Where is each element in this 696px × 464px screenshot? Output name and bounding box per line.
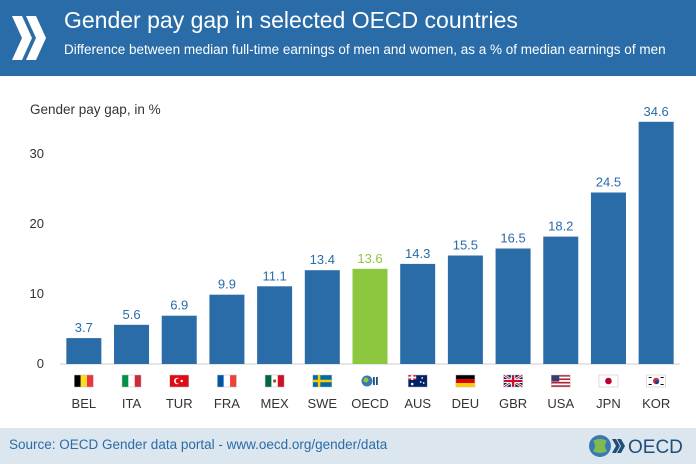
- data-label-oecd: 13.6: [357, 251, 382, 266]
- x-tick-label-jpn: JPN: [596, 396, 621, 411]
- x-tick-label-ita: ITA: [122, 396, 142, 411]
- data-label-bel: 3.7: [75, 320, 93, 335]
- x-tick-label-deu: DEU: [452, 396, 479, 411]
- bar-oecd: [352, 268, 388, 364]
- bar-tur: [161, 315, 197, 364]
- bar-mex: [257, 286, 293, 364]
- y-axis-title: Gender pay gap, in %: [30, 102, 161, 117]
- data-label-deu: 15.5: [453, 238, 478, 253]
- y-tick-label: 10: [30, 286, 44, 301]
- header-banner: Gender pay gap in selected OECD countrie…: [0, 0, 696, 76]
- chart-area: Gender pay gap, in % 0 10 20 30 3.7 BEL 5.6 ITA 6…: [0, 76, 696, 428]
- data-label-kor: 34.6: [643, 104, 668, 119]
- bar-fra: [209, 294, 245, 364]
- bar-gbr: [495, 248, 531, 364]
- korea-flag-icon: [646, 374, 666, 388]
- belgium-flag-icon: [74, 374, 94, 388]
- usa-flag-icon: [551, 374, 571, 388]
- x-tick-label-fra: FRA: [214, 396, 240, 411]
- bar-kor: [638, 121, 674, 364]
- oecd-brand-logo: OECD: [589, 435, 683, 458]
- data-label-swe: 13.4: [310, 252, 335, 267]
- chart-title: Gender pay gap in selected OECD countrie…: [64, 7, 518, 33]
- chart-subtitle: Difference between median full-time earn…: [64, 42, 666, 57]
- x-tick-label-gbr: GBR: [499, 396, 527, 411]
- data-label-tur: 6.9: [170, 298, 188, 313]
- data-label-aus: 14.3: [405, 246, 430, 261]
- x-tick-label-aus: AUS: [404, 396, 431, 411]
- data-label-fra: 9.9: [218, 277, 236, 292]
- mexico-flag-icon: [264, 374, 285, 388]
- bar-chart: Gender pay gap, in % 0 10 20 30 3.7 BEL 5.6 ITA 6…: [30, 102, 680, 411]
- data-label-usa: 18.2: [548, 219, 573, 234]
- x-tick-label-swe: SWE: [307, 396, 337, 411]
- italy-flag-icon: [121, 374, 142, 388]
- x-tick-label-bel: BEL: [72, 396, 97, 411]
- japan-flag-icon: [598, 374, 619, 388]
- bar-deu: [447, 255, 483, 364]
- y-tick-label: 20: [30, 216, 44, 231]
- germany-flag-icon: [455, 374, 476, 388]
- oecd-logo-icon: [361, 375, 378, 387]
- data-label-jpn: 24.5: [596, 175, 621, 190]
- uk-flag-icon: [502, 373, 524, 389]
- france-flag-icon: [217, 374, 237, 388]
- sweden-flag-icon: [312, 374, 333, 388]
- oecd-chevrons-icon: [12, 16, 46, 60]
- data-label-gbr: 16.5: [500, 231, 525, 246]
- data-label-mex: 11.1: [262, 268, 286, 283]
- bar-swe: [304, 270, 340, 364]
- brand-wordmark: OECD: [628, 437, 683, 458]
- bar-usa: [543, 236, 579, 364]
- y-tick-label: 30: [30, 146, 44, 161]
- x-tick-label-oecd: OECD: [351, 396, 389, 411]
- bar-bel: [66, 338, 102, 364]
- y-tick-label: 0: [37, 356, 44, 371]
- footer-bar: Source: OECD Gender data portal - www.oe…: [0, 428, 696, 464]
- x-tick-label-tur: TUR: [166, 396, 193, 411]
- turkey-flag-icon: [169, 374, 189, 388]
- bar-ita: [114, 324, 150, 364]
- source-note: Source: OECD Gender data portal - www.oe…: [9, 437, 388, 452]
- data-label-ita: 5.6: [122, 307, 140, 322]
- x-tick-label-mex: MEX: [261, 396, 290, 411]
- bar-aus: [400, 263, 436, 364]
- australia-flag-icon: [407, 374, 428, 388]
- x-tick-label-usa: USA: [547, 396, 574, 411]
- x-tick-label-kor: KOR: [642, 396, 670, 411]
- bar-jpn: [590, 192, 626, 364]
